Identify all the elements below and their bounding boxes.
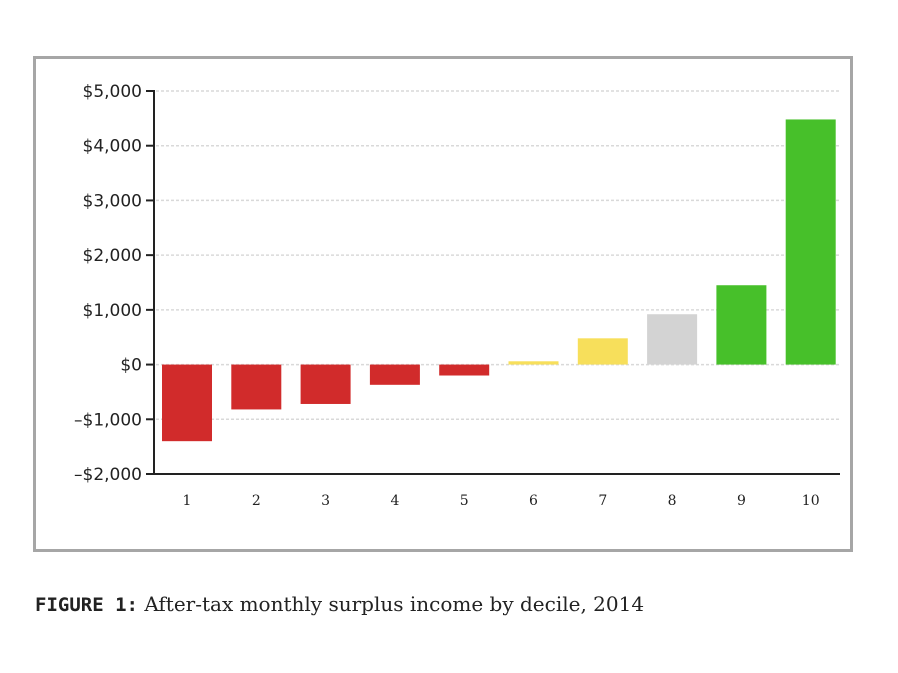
bar-decile-8 — [647, 314, 698, 365]
x-tick-label: 3 — [321, 493, 330, 509]
x-tick-label: 8 — [668, 493, 677, 509]
y-tick-label: –$1,000 — [74, 410, 142, 430]
figure-caption: FIGURE 1: After-tax monthly surplus inco… — [35, 592, 644, 616]
y-tick-label: $5,000 — [83, 82, 142, 102]
figure-caption-text: After-tax monthly surplus income by deci… — [144, 592, 645, 616]
tick-labels: –$2,000 –$1,000 $0 $1,000 $2,000 $3,000 $4,000… — [74, 82, 820, 509]
bar-decile-2 — [231, 364, 282, 410]
chart-frame: –$2,000 –$1,000 $0 $1,000 $2,000 $3,000 $4,000… — [33, 56, 853, 552]
bar-decile-6 — [508, 361, 559, 365]
bar-chart: –$2,000 –$1,000 $0 $1,000 $2,000 $3,000 $4,000… — [74, 82, 840, 509]
x-tick-label: 7 — [598, 493, 607, 509]
bar-decile-4 — [369, 364, 420, 385]
y-tick-label: $1,000 — [83, 301, 142, 321]
x-tick-label: 6 — [529, 493, 538, 509]
bar-decile-3 — [300, 364, 351, 404]
bars — [162, 119, 836, 442]
axes — [146, 90, 840, 475]
x-tick-label: 1 — [183, 493, 192, 509]
x-tick-label: 5 — [460, 493, 469, 509]
bar-decile-7 — [577, 338, 628, 365]
y-tick-label: $4,000 — [83, 137, 142, 157]
x-tick-label: 4 — [390, 493, 399, 509]
x-tick-label: 9 — [737, 493, 746, 509]
figure-caption-prefix: FIGURE 1: — [35, 594, 138, 616]
y-tick-label: –$2,000 — [74, 465, 142, 485]
x-tick-label: 2 — [252, 493, 261, 509]
x-tick-label: 10 — [802, 493, 820, 509]
y-tick-label: $3,000 — [83, 191, 142, 211]
y-tick-label: $2,000 — [83, 246, 142, 266]
bar-decile-9 — [716, 285, 767, 365]
bar-decile-10 — [785, 119, 836, 365]
bar-decile-5 — [439, 364, 490, 376]
bar-decile-1 — [162, 364, 212, 442]
y-tick-label: $0 — [120, 356, 142, 376]
